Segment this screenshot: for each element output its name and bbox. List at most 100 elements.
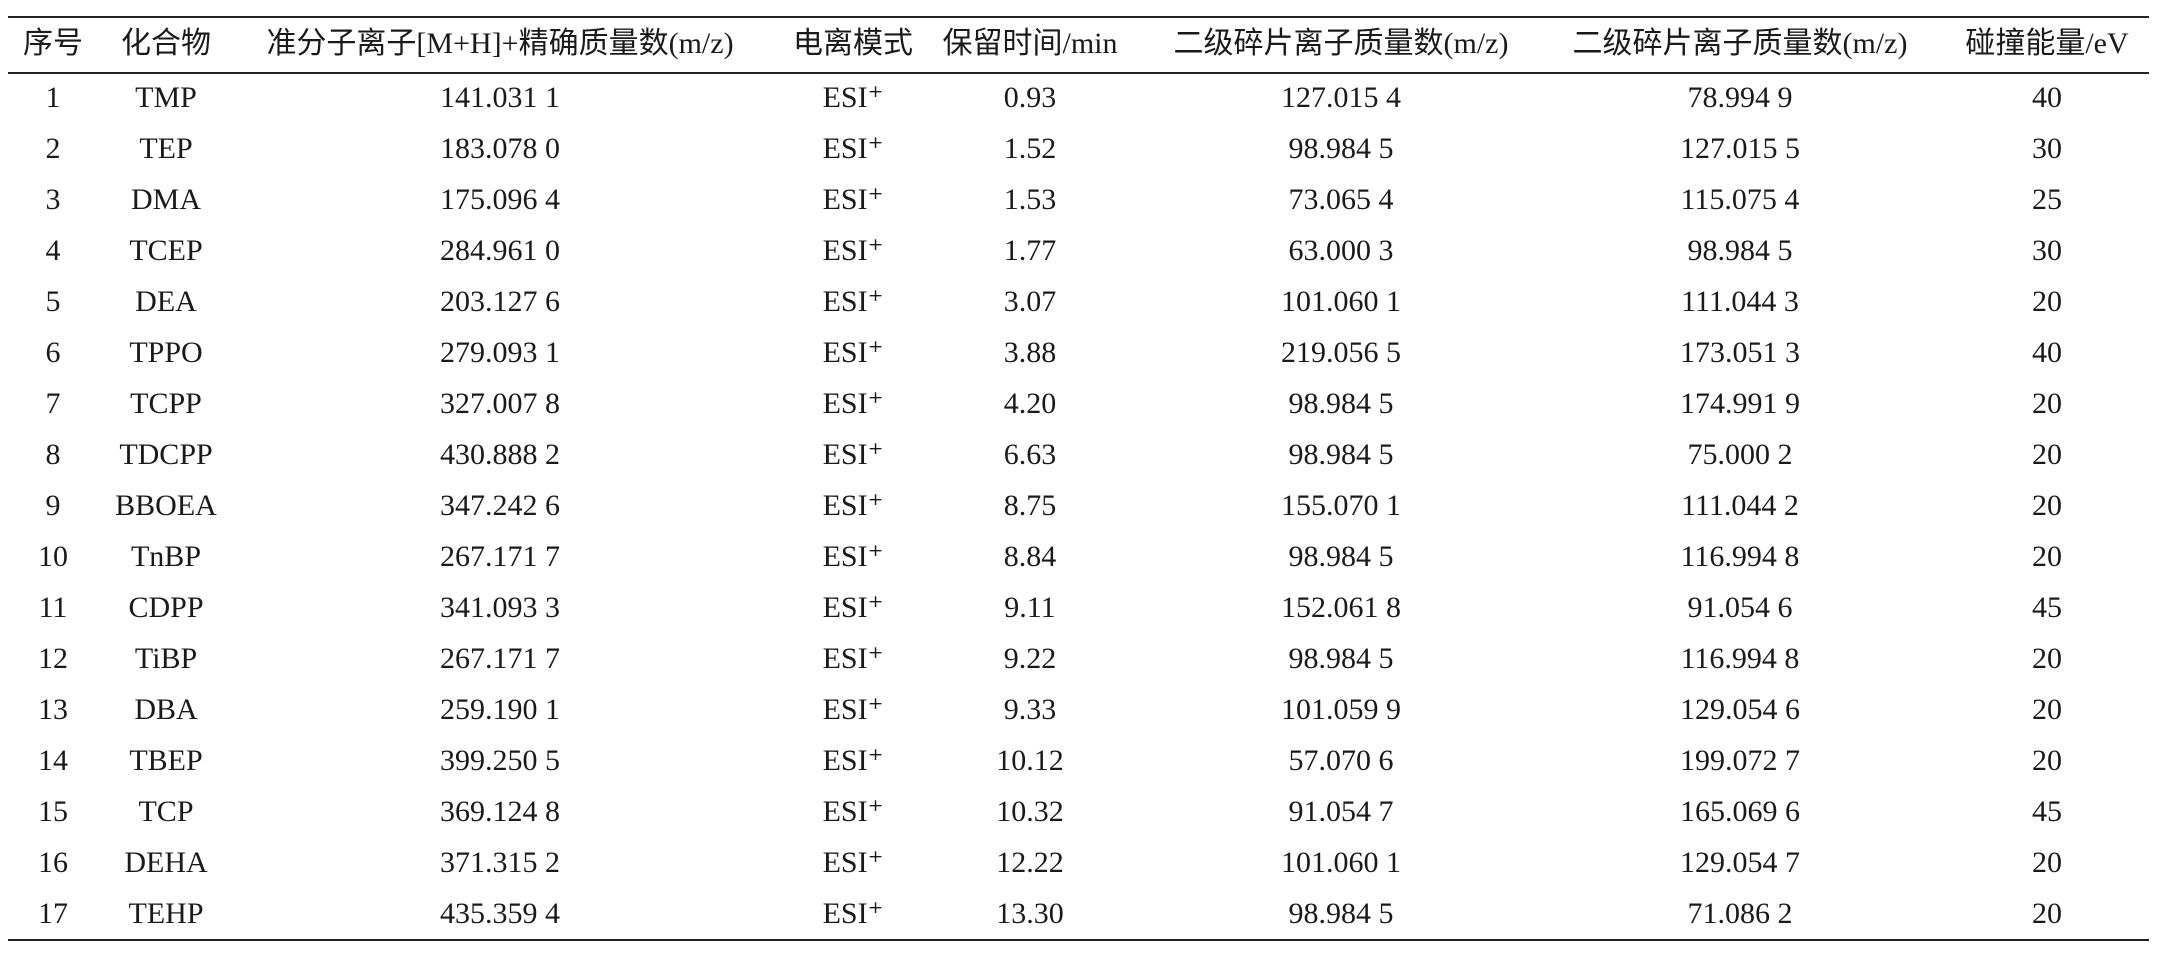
table-cell: ESI⁺ — [823, 438, 884, 471]
table-cell: 0.93 — [1004, 81, 1057, 114]
header-cell: 二级碎片离子质量数(m/z) — [1174, 27, 1509, 60]
header-cell: 电离模式 — [793, 27, 913, 60]
header-cell: 二级碎片离子质量数(m/z) — [1573, 27, 1908, 60]
table-cell: ESI⁺ — [823, 795, 884, 828]
table-cell: 98.984 5 — [1289, 438, 1394, 471]
table-cell: 1 — [46, 81, 61, 114]
table-cell: 347.242 6 — [440, 489, 560, 522]
table-cell: ESI⁺ — [823, 642, 884, 675]
table-cell: 25 — [2032, 183, 2062, 216]
table-cell: 12.22 — [996, 846, 1064, 879]
header-cell: 保留时间/min — [942, 27, 1117, 60]
table-cell: 284.961 0 — [440, 234, 560, 267]
table-cell: ESI⁺ — [823, 285, 884, 318]
table-cell: 3.88 — [1004, 336, 1057, 369]
table-cell: ESI⁺ — [823, 132, 884, 165]
table-cell: 1.52 — [1004, 132, 1057, 165]
table-cell: 57.070 6 — [1289, 744, 1394, 777]
table-cell: TDCPP — [119, 438, 212, 471]
table-cell: 267.171 7 — [440, 642, 560, 675]
table-cell: 1.53 — [1004, 183, 1057, 216]
table-cell: 9.11 — [1004, 591, 1055, 624]
table-cell: 127.015 4 — [1281, 81, 1401, 114]
table-cell: 203.127 6 — [440, 285, 560, 318]
table-cell: 20 — [2032, 438, 2062, 471]
table-cell: 101.059 9 — [1281, 693, 1401, 726]
table-cell: TCEP — [129, 234, 202, 267]
table-cell: 20 — [2032, 642, 2062, 675]
table-cell: 20 — [2032, 540, 2062, 573]
table-cell: 6.63 — [1004, 438, 1057, 471]
table-cell: TEHP — [129, 897, 204, 930]
table-cell: 17 — [38, 897, 68, 930]
table-cell: TCPP — [130, 387, 202, 420]
table-cell: 219.056 5 — [1281, 336, 1401, 369]
header-cell: 序号 — [23, 27, 83, 60]
table-cell: 267.171 7 — [440, 540, 560, 573]
table-cell: 10.32 — [996, 795, 1064, 828]
table-cell: 369.124 8 — [440, 795, 560, 828]
table-cell: 40 — [2032, 81, 2062, 114]
table-cell: 98.984 5 — [1688, 234, 1793, 267]
table-cell: 98.984 5 — [1289, 897, 1394, 930]
header-cell: 准分子离子[M+H]+精确质量数(m/z) — [266, 27, 733, 60]
table-cell: 10 — [38, 540, 68, 573]
header-cell: 化合物 — [121, 27, 211, 60]
table-cell: 8.84 — [1004, 540, 1057, 573]
table-cell: 173.051 3 — [1680, 336, 1800, 369]
table-cell: 111.044 2 — [1681, 489, 1799, 522]
table-cell: 20 — [2032, 693, 2062, 726]
table-cell: 91.054 6 — [1688, 591, 1793, 624]
table-cell: 8 — [46, 438, 61, 471]
table-cell: 165.069 6 — [1680, 795, 1800, 828]
table-cell: 20 — [2032, 285, 2062, 318]
table-cell: 141.031 1 — [440, 81, 560, 114]
table-cell: 20 — [2032, 897, 2062, 930]
table-cell: 13 — [38, 693, 68, 726]
table-cell: 127.015 5 — [1680, 132, 1800, 165]
table-cell: 5 — [46, 285, 61, 318]
table-cell: 430.888 2 — [440, 438, 560, 471]
table-cell: ESI⁺ — [823, 387, 884, 420]
table-cell: 14 — [38, 744, 68, 777]
table-cell: TCP — [138, 795, 193, 828]
table-cell: 98.984 5 — [1289, 540, 1394, 573]
table-cell: TPPO — [129, 336, 202, 369]
table-cell: TMP — [135, 81, 197, 114]
table-cell: 9.33 — [1004, 693, 1057, 726]
table-cell: 98.984 5 — [1289, 642, 1394, 675]
table-cell: 11 — [39, 591, 68, 624]
table-cell: 129.054 7 — [1680, 846, 1800, 879]
table-cell: 8.75 — [1004, 489, 1057, 522]
table-cell: 45 — [2032, 591, 2062, 624]
table-cell: 9.22 — [1004, 642, 1057, 675]
table-cell: DEA — [135, 285, 197, 318]
table-cell: ESI⁺ — [823, 234, 884, 267]
table-cell: 7 — [46, 387, 61, 420]
table-cell: 98.984 5 — [1289, 387, 1394, 420]
table-cell: 75.000 2 — [1688, 438, 1793, 471]
table-cell: 63.000 3 — [1289, 234, 1394, 267]
table-cell: 175.096 4 — [440, 183, 560, 216]
table-cell: 45 — [2032, 795, 2062, 828]
table-cell: DMA — [131, 183, 201, 216]
table-cell: ESI⁺ — [823, 183, 884, 216]
table-cell: 155.070 1 — [1281, 489, 1401, 522]
table-cell: DBA — [134, 693, 198, 726]
table-cell: 101.060 1 — [1281, 846, 1401, 879]
table-cell: 129.054 6 — [1680, 693, 1800, 726]
table-cell: 4.20 — [1004, 387, 1057, 420]
table-cell: 116.994 8 — [1681, 642, 1800, 675]
table-cell: 2 — [46, 132, 61, 165]
table-cell: 399.250 5 — [440, 744, 560, 777]
table-cell: 30 — [2032, 132, 2062, 165]
table-cell: 371.315 2 — [440, 846, 560, 879]
table-cell: 341.093 3 — [440, 591, 560, 624]
table-cell: TEP — [139, 132, 192, 165]
table-cell: 30 — [2032, 234, 2062, 267]
table-cell: 101.060 1 — [1281, 285, 1401, 318]
table-cell: 116.994 8 — [1681, 540, 1800, 573]
table-cell: 174.991 9 — [1680, 387, 1800, 420]
table-cell: 91.054 7 — [1289, 795, 1394, 828]
